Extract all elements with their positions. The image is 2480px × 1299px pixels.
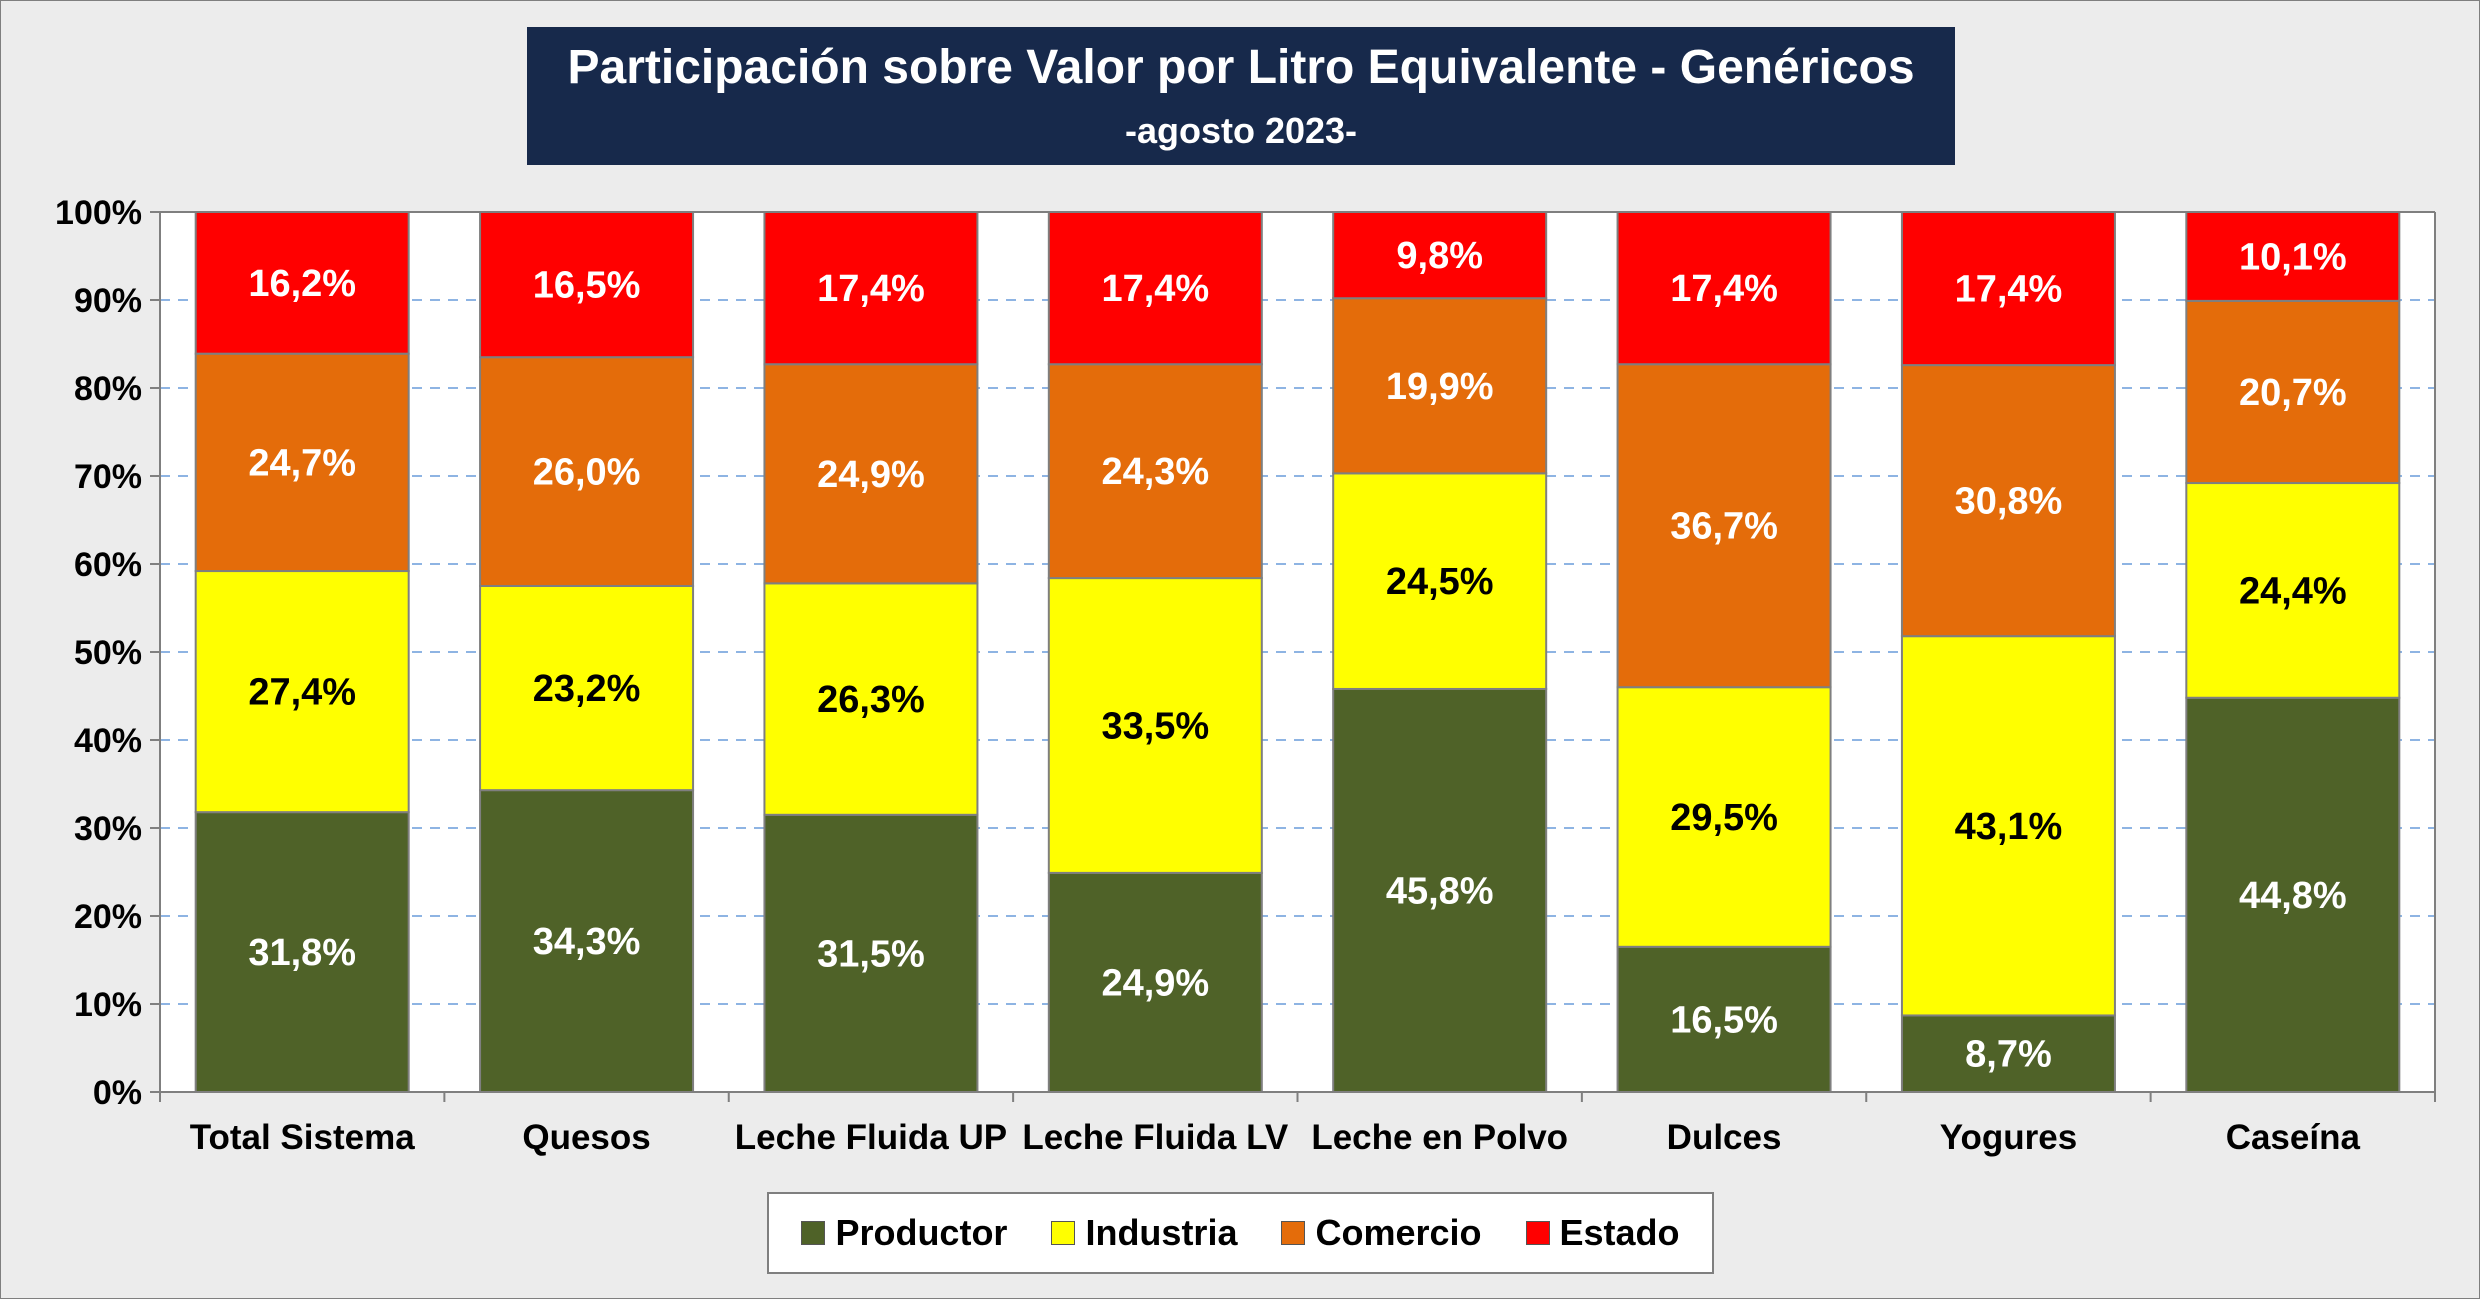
- data-label-productor: 31,8%: [248, 932, 356, 974]
- data-label-estado: 17,4%: [1955, 269, 2063, 311]
- legend-label-comercio: Comercio: [1315, 1212, 1482, 1253]
- bar-segment-comercio: [1332, 297, 1548, 475]
- y-tick-label: 70%: [74, 458, 142, 496]
- bar-segment-industria: [2185, 482, 2401, 699]
- chart-title: Participación sobre Valor por Litro Equi…: [567, 41, 1915, 94]
- data-label-industria: 26,3%: [817, 679, 925, 721]
- y-tick-label: 50%: [74, 634, 142, 672]
- legend-label-estado: Estado: [1559, 1212, 1680, 1253]
- data-label-comercio: 19,9%: [1386, 366, 1494, 408]
- data-label-industria: 33,5%: [1101, 705, 1209, 747]
- data-label-productor: 16,5%: [1670, 999, 1778, 1041]
- y-tick-label: 40%: [74, 722, 142, 760]
- chart-title-box: Participación sobre Valor por Litro Equi…: [527, 27, 1955, 165]
- bar-segment-productor: [1332, 687, 1548, 1094]
- y-tick-label: 100%: [55, 194, 142, 232]
- data-label-estado: 9,8%: [1396, 235, 1483, 277]
- data-label-productor: 31,5%: [817, 933, 925, 975]
- bar-segment-productor: [1047, 871, 1263, 1093]
- data-label-estado: 17,4%: [1670, 268, 1778, 310]
- y-tick-label: 60%: [74, 546, 142, 584]
- data-label-estado: 17,4%: [1101, 268, 1209, 310]
- data-label-industria: 29,5%: [1670, 797, 1778, 839]
- legend-item-estado: Estado: [1525, 1212, 1680, 1254]
- legend-label-industria: Industria: [1085, 1212, 1238, 1253]
- data-label-estado: 17,4%: [817, 268, 925, 310]
- legend-swatch-comercio: [1281, 1221, 1306, 1245]
- bar-segment-comercio: [763, 363, 979, 585]
- bar-segment-estado: [1616, 211, 1832, 366]
- y-tick-label: 90%: [74, 282, 142, 320]
- legend: Productor Industria Comercio Estado: [767, 1192, 1714, 1274]
- y-tick-label: 30%: [74, 810, 142, 848]
- data-label-estado: 16,2%: [248, 263, 356, 305]
- data-label-estado: 10,1%: [2239, 236, 2347, 278]
- bar-segment-industria: [1616, 686, 1832, 948]
- legend-swatch-productor: [801, 1221, 826, 1245]
- legend-item-industria: Industria: [1051, 1212, 1237, 1254]
- data-label-productor: 24,9%: [1101, 962, 1209, 1004]
- data-label-comercio: 24,3%: [1101, 451, 1209, 493]
- data-label-comercio: 30,8%: [1955, 481, 2063, 523]
- x-tick-label: Leche en Polvo: [1311, 1118, 1568, 1157]
- bar-segment-productor: [479, 789, 695, 1093]
- bar-segment-estado: [194, 211, 410, 355]
- legend-item-productor: Productor: [801, 1212, 1007, 1254]
- x-tick-label: Dulces: [1667, 1118, 1782, 1157]
- chart-subtitle: -agosto 2023-: [1124, 110, 1358, 151]
- bar-segment-comercio: [2185, 299, 2401, 485]
- data-label-industria: 43,1%: [1955, 806, 2063, 848]
- bar-segment-comercio: [479, 356, 695, 588]
- bar-segment-productor: [1616, 945, 1832, 1093]
- bar-segment-estado: [479, 211, 695, 359]
- bar-segment-estado: [1047, 211, 1263, 366]
- bar-segment-comercio: [194, 352, 410, 573]
- data-label-comercio: 24,7%: [248, 442, 356, 484]
- y-tick-label: 10%: [74, 986, 142, 1024]
- data-label-estado: 16,5%: [533, 265, 641, 307]
- bar-segment-estado: [763, 211, 979, 366]
- y-tick-label: 0%: [93, 1074, 142, 1112]
- legend-swatch-estado: [1525, 1221, 1550, 1245]
- data-label-comercio: 20,7%: [2239, 372, 2347, 414]
- data-label-comercio: 26,0%: [533, 452, 641, 494]
- bar-segment-productor: [1900, 1014, 2116, 1093]
- bar-segment-industria: [1047, 577, 1263, 874]
- data-label-productor: 45,8%: [1386, 870, 1494, 912]
- bar-segment-industria: [763, 582, 979, 816]
- bar-segment-industria: [194, 570, 410, 814]
- legend-item-comercio: Comercio: [1281, 1212, 1482, 1254]
- bar-segment-comercio: [1616, 363, 1832, 689]
- x-tick-label: Yogures: [1940, 1118, 2077, 1157]
- bar-segment-industria: [1332, 472, 1548, 690]
- data-label-comercio: 36,7%: [1670, 506, 1778, 548]
- bar-segment-productor: [2185, 696, 2401, 1093]
- data-label-industria: 24,5%: [1386, 561, 1494, 603]
- data-label-industria: 23,2%: [533, 668, 641, 710]
- y-tick-label: 20%: [74, 898, 142, 936]
- x-tick-label: Total Sistema: [190, 1118, 416, 1157]
- bar-segment-estado: [2185, 211, 2401, 302]
- x-tick-label: Quesos: [522, 1118, 650, 1157]
- x-tick-label: Leche Fluida LV: [1022, 1118, 1288, 1157]
- legend-label-productor: Productor: [835, 1212, 1008, 1253]
- x-tick-label: Caseína: [2226, 1118, 2361, 1157]
- y-tick-label: 80%: [74, 370, 142, 408]
- bar-segment-industria: [1900, 635, 2116, 1017]
- legend-swatch-industria: [1051, 1221, 1076, 1245]
- bar-segment-industria: [479, 585, 695, 792]
- bar-segment-estado: [1900, 211, 2116, 367]
- data-label-productor: 34,3%: [533, 921, 641, 963]
- data-label-industria: 27,4%: [248, 672, 356, 714]
- data-label-comercio: 24,9%: [817, 454, 925, 496]
- bar-segment-estado: [1332, 211, 1548, 300]
- bar-segment-productor: [194, 811, 410, 1093]
- data-label-productor: 44,8%: [2239, 875, 2347, 917]
- x-tick-label: Leche Fluida UP: [735, 1118, 1007, 1157]
- data-label-industria: 24,4%: [2239, 570, 2347, 612]
- data-label-productor: 8,7%: [1965, 1034, 2052, 1076]
